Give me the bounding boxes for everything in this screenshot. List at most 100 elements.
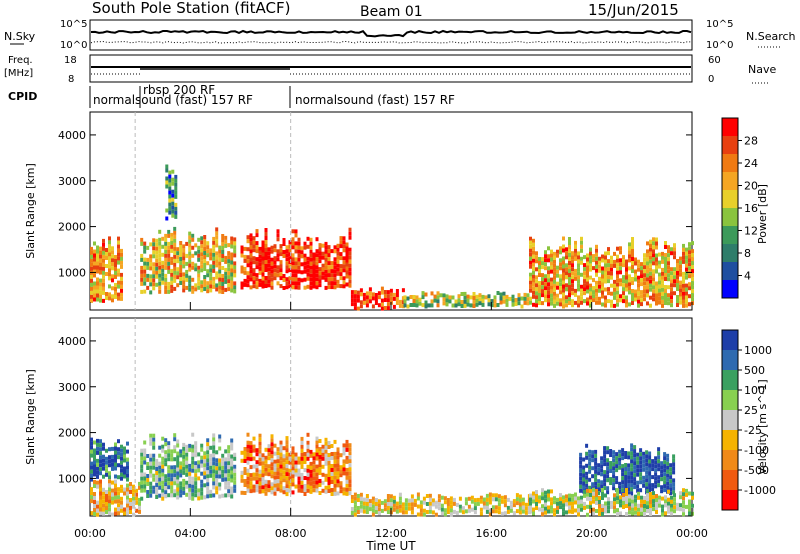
data-cell [604, 251, 607, 256]
data-cell [129, 486, 132, 490]
data-cell [164, 277, 168, 282]
data-cell [571, 271, 574, 276]
data-cell [285, 440, 289, 445]
cpid-segment-2: rbsp 200 RF [143, 83, 215, 97]
data-cell [230, 260, 234, 265]
data-cell [342, 443, 346, 448]
data-cell [637, 259, 640, 264]
data-cell [594, 481, 598, 486]
data-cell [170, 244, 174, 249]
data-cell [111, 286, 114, 291]
data-cell [191, 496, 195, 501]
data-cell [630, 491, 634, 496]
data-cell [252, 472, 256, 477]
data-cell [582, 477, 586, 482]
data-cell [146, 462, 150, 466]
data-cell [291, 229, 295, 234]
colorbar-swatch [722, 370, 738, 391]
data-cell [368, 507, 372, 512]
data-cell [613, 497, 616, 502]
data-cell [96, 245, 99, 250]
data-cell [203, 255, 207, 259]
data-cell [667, 297, 670, 302]
data-cell [212, 461, 216, 466]
data-cell [102, 495, 105, 500]
data-cell [685, 295, 688, 300]
data-cell [191, 456, 195, 461]
data-cell [224, 477, 228, 482]
data-cell [288, 484, 292, 489]
data-cell [327, 441, 331, 445]
data-cell [664, 277, 667, 281]
data-cell [264, 268, 268, 272]
data-cell [634, 498, 637, 503]
data-cell [126, 487, 129, 492]
data-cell [633, 469, 637, 474]
data-cell [188, 231, 192, 236]
data-cell [191, 277, 195, 282]
data-cell [339, 453, 343, 458]
data-cell [261, 453, 265, 458]
data-cell [615, 460, 619, 465]
data-cell [93, 492, 96, 496]
data-cell [294, 265, 298, 270]
data-cell [309, 469, 313, 474]
data-cell [607, 505, 610, 510]
data-cell [478, 293, 482, 298]
data-cell [663, 476, 667, 481]
data-cell [657, 479, 661, 484]
data-cell [640, 274, 643, 279]
data-cell [327, 457, 331, 461]
data-cell [126, 465, 129, 470]
data-cell [649, 255, 652, 260]
data-cell [639, 480, 643, 485]
data-cell [120, 272, 123, 277]
data-cell [637, 287, 640, 292]
data-cell [288, 472, 292, 477]
data-cell [339, 465, 343, 470]
data-cell [285, 444, 289, 449]
data-cell [625, 496, 628, 500]
data-cell [488, 492, 492, 497]
data-cell [152, 465, 156, 470]
data-cell [306, 456, 310, 461]
data-cell [339, 236, 343, 241]
data-cell [625, 283, 628, 288]
data-cell [164, 442, 168, 447]
data-cell [580, 256, 583, 261]
data-cell [633, 481, 637, 486]
data-cell [619, 258, 622, 263]
data-cell [309, 241, 313, 246]
data-cell [476, 497, 480, 502]
data-cell [616, 266, 619, 271]
data-cell [389, 292, 393, 297]
data-cell [616, 254, 619, 259]
data-cell [676, 295, 679, 299]
data-cell [670, 507, 673, 512]
data-cell [318, 455, 322, 459]
data-cell [218, 261, 222, 266]
data-cell [631, 281, 634, 285]
data-cell [120, 496, 123, 501]
data-cell [612, 450, 616, 455]
data-cell [264, 256, 268, 260]
data-cell [523, 300, 527, 305]
data-cell [652, 277, 655, 282]
data-cell [246, 460, 250, 465]
data-cell [197, 476, 201, 481]
data-cell [200, 252, 204, 257]
data-cell [365, 506, 369, 510]
data-cell [621, 484, 625, 489]
data-cell [535, 259, 538, 264]
data-cell [93, 468, 96, 473]
data-cell [625, 488, 628, 492]
data-cell [672, 478, 676, 483]
data-cell [365, 498, 369, 502]
data-cell [556, 249, 559, 254]
data-cell [108, 447, 111, 452]
data-cell [425, 510, 429, 514]
data-cell [655, 510, 658, 514]
colorbar-tick-label: 500 [744, 364, 765, 377]
data-cell [621, 452, 625, 457]
data-cell [227, 469, 231, 474]
